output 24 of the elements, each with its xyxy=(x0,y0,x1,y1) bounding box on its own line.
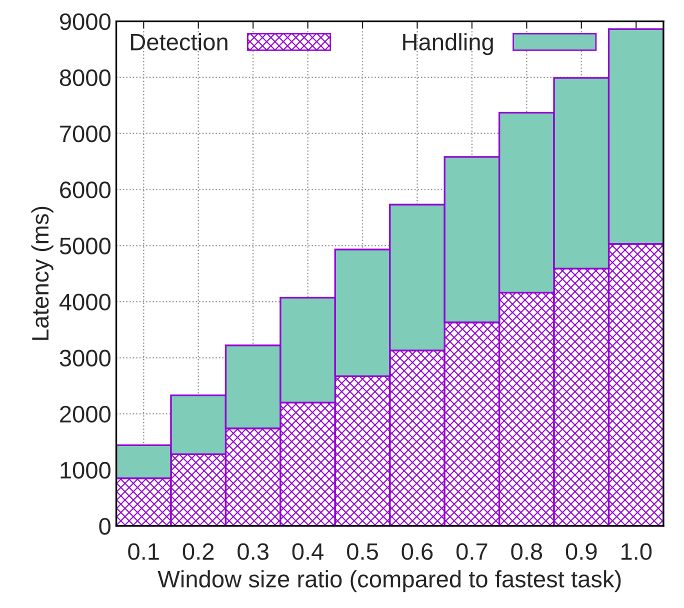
x-axis-title: Window size ratio (compared to fastest task) xyxy=(158,570,621,592)
y-axis-title: Latency (ms) xyxy=(31,206,54,340)
y-tick-label: 3000 xyxy=(60,350,110,366)
x-tick-label: 0.8 xyxy=(511,543,542,560)
x-tick-label: 0.7 xyxy=(456,543,488,560)
y-tick-label: 2000 xyxy=(60,406,110,423)
x-tick-label: 1.0 xyxy=(622,543,652,560)
x-tick-label: 0.4 xyxy=(292,543,324,560)
y-tick-label: 0 xyxy=(99,518,110,535)
x-tick-label: 0.2 xyxy=(182,543,214,560)
y-tick-label: 6000 xyxy=(60,182,110,198)
legend-label: Detection xyxy=(131,33,228,50)
y-tick-label: 8000 xyxy=(60,69,110,86)
y-tick-label: 5000 xyxy=(60,238,110,254)
x-tick-label: 0.3 xyxy=(238,543,268,560)
y-tick-label: 1000 xyxy=(60,462,110,479)
y-tick-label: 4000 xyxy=(59,294,110,310)
x-tick-label: 0.5 xyxy=(347,543,378,560)
x-tick-label: 0.6 xyxy=(402,543,433,560)
x-tick-label: 0.9 xyxy=(566,543,597,560)
y-tick-label: 7000 xyxy=(60,125,110,142)
x-tick-label: 0.1 xyxy=(128,543,159,560)
legend-label: Handling xyxy=(403,33,493,56)
y-tick-label: 9000 xyxy=(60,13,110,30)
